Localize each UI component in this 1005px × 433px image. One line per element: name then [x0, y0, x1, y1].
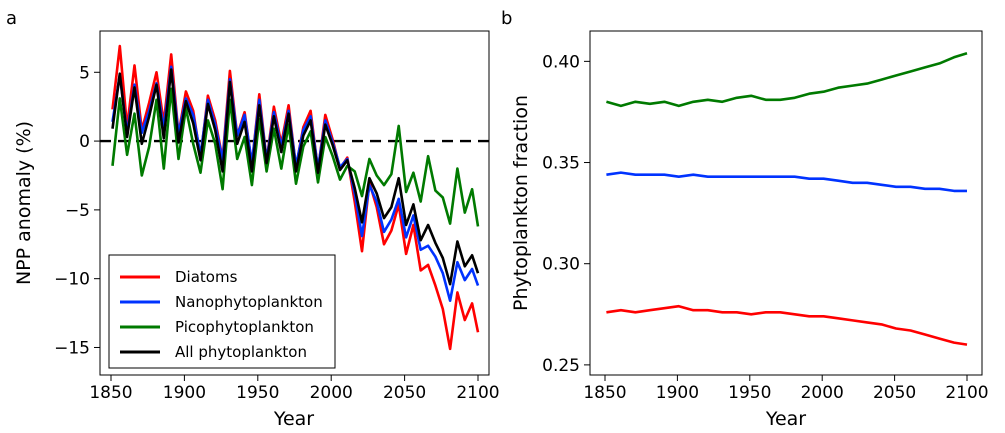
panel-a-letter: a: [6, 8, 17, 29]
panel-b-y-tick-label: 0.35: [542, 154, 580, 174]
panel-b-x-tick-label: 2000: [801, 383, 844, 403]
legend-label-picophytoplankton: Picophytoplankton: [175, 318, 314, 336]
panel-b-y-ticks: 0.25 0.30 0.35 0.40: [542, 52, 590, 376]
panel-a-series-picophytoplankton: [111, 87, 480, 227]
panel-b: b 1850 1900 1950 2000 2050 2100 0.250.300.350…: [501, 8, 989, 430]
panel-a-x-tick-label: 2100: [456, 383, 499, 403]
legend-box: [108, 254, 336, 369]
panel-b-x-tick-label: 2050: [873, 383, 916, 403]
panel-a-y-tick-label: 0: [79, 132, 90, 152]
legend-label-all-phytoplankton: All phytoplankton: [175, 343, 307, 361]
panel-a-y-tick-label: −15: [54, 338, 90, 358]
panel-a-y-tick-label: 5: [79, 63, 90, 83]
panel-b-series-red: [606, 304, 968, 346]
panel-a-plot-frame: [99, 30, 490, 376]
panel-b-y-tick-label: 0.40: [542, 52, 580, 72]
legend-entries: Diatoms Nanophytoplankton Picophytoplankto…: [120, 268, 323, 361]
panel-a-y-tick-label: −10: [54, 270, 90, 290]
panel-b-letter: b: [501, 8, 512, 29]
panel-b-x-ticks: 1850 1900 1950 2000 2050 2100: [583, 375, 989, 403]
panel-b-series-blue: [606, 171, 967, 193]
panel-a-x-axis-label: Year: [273, 408, 314, 430]
panel-a-x-tick-label: 1850: [89, 383, 132, 403]
panel-a-y-ticks: 5 0 −5 −10 −15: [54, 63, 100, 358]
panel-a-x-tick-label: 2000: [310, 383, 353, 403]
panel-b-x-axis-label: Year: [765, 408, 806, 430]
panel-a-y-axis-label: NPP anomaly (%): [13, 121, 35, 285]
panel-b-y-tick-label: 0.25: [542, 356, 580, 376]
legend-label-diatoms: Diatoms: [175, 268, 238, 286]
panel-b-plot-frame: [589, 30, 983, 376]
panel-b-y-tick-label: 0.30: [542, 255, 580, 275]
legend-label-nanophytoplankton: Nanophytoplankton: [175, 293, 323, 311]
panel-b-series-group: [606, 52, 968, 346]
panel-b-x-tick-label: 1950: [728, 383, 771, 403]
panel-a-x-tick-label: 2050: [383, 383, 426, 403]
panel-a-series-group: [111, 44, 480, 351]
panel-b-series-green: [606, 52, 968, 108]
panel-a: a 1850 1900 1950 2000 2050 2100 5 0 −5 −10 −15 Ye…: [6, 8, 500, 430]
panel-b-x-tick-label: 1850: [583, 383, 626, 403]
panel-b-x-tick-label: 2100: [945, 383, 988, 403]
panel-a-legend: Diatoms Nanophytoplankton Picophytoplankto…: [108, 254, 336, 369]
panel-a-x-ticks: 1850 1900 1950 2000 2050 2100: [89, 375, 500, 403]
panel-a-series-all-phytoplankton: [111, 68, 480, 286]
panel-b-y-axis-label: Phytoplankton fraction: [510, 95, 532, 311]
panel-a-x-tick-label: 1950: [236, 383, 279, 403]
panel-b-x-tick-label: 1900: [656, 383, 699, 403]
panel-a-y-tick-label: −5: [65, 201, 90, 221]
panel-a-x-tick-label: 1900: [163, 383, 206, 403]
